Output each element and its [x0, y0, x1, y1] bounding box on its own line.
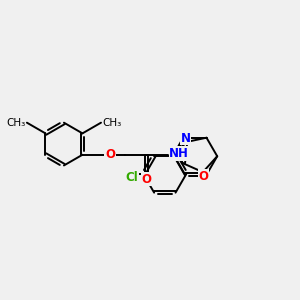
Text: Cl: Cl [125, 171, 138, 184]
Text: O: O [199, 170, 208, 183]
Text: CH₃: CH₃ [6, 118, 25, 128]
Text: NH: NH [169, 147, 189, 160]
Text: O: O [142, 172, 152, 186]
Text: CH₃: CH₃ [103, 118, 122, 128]
Text: O: O [105, 148, 115, 161]
Text: N: N [181, 132, 190, 145]
